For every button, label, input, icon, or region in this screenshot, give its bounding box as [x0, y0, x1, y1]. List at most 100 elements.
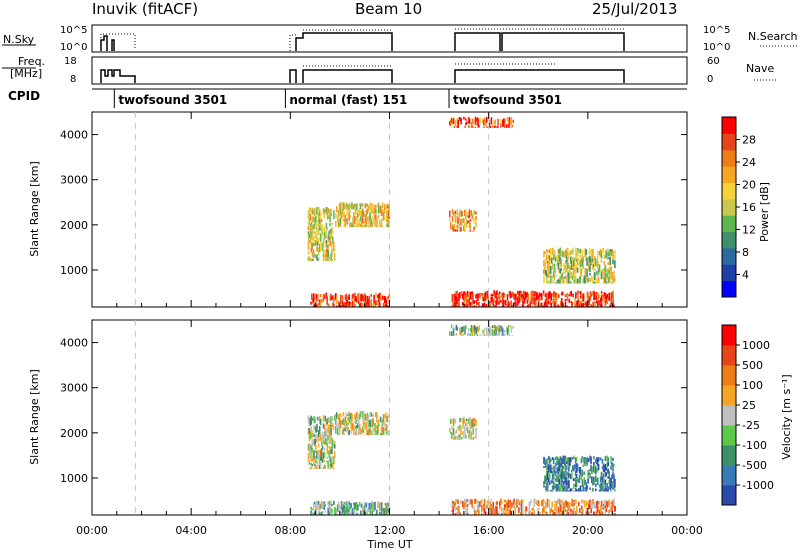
echo-cell	[342, 504, 345, 512]
echo-cell	[514, 293, 516, 301]
echo-cell	[332, 302, 334, 306]
echo-cell	[545, 486, 547, 491]
echo-cell	[600, 472, 603, 481]
echo-cell	[506, 327, 509, 336]
echo-cell	[327, 208, 329, 214]
echo-cell	[582, 264, 585, 269]
echo-cell	[350, 503, 352, 509]
echo-cell	[499, 325, 501, 333]
echo-cell	[380, 418, 383, 424]
echo-cell	[589, 264, 591, 272]
echo-cell	[329, 446, 331, 455]
echo-cell	[353, 506, 355, 513]
echo-cell	[463, 296, 466, 303]
echo-cell	[458, 301, 460, 307]
echo-cell	[489, 302, 492, 307]
echo-cell	[496, 506, 498, 514]
echo-cell	[451, 305, 454, 307]
echo-cell	[375, 292, 377, 298]
echo-cell	[318, 237, 320, 244]
echo-cell	[362, 429, 365, 433]
echo-cell	[492, 512, 494, 515]
echo-cell	[458, 434, 460, 438]
echo-cell	[594, 272, 596, 281]
nsky-trace-2	[295, 32, 393, 51]
echo-cell	[596, 295, 598, 301]
echo-cell	[555, 456, 558, 463]
echo-cell	[559, 504, 562, 512]
echo-cell	[585, 301, 588, 307]
echo-cell	[585, 500, 588, 507]
echo-cell	[586, 278, 588, 282]
echo-cell	[493, 304, 495, 307]
echo-cell	[328, 504, 330, 510]
echo-cell	[465, 122, 467, 126]
echo-cell	[345, 202, 348, 210]
echo-cell	[329, 216, 331, 223]
echo-cell	[565, 260, 567, 265]
echo-cell	[338, 425, 341, 433]
echo-cell	[466, 512, 469, 515]
echo-cell	[506, 502, 509, 510]
echo-cell	[458, 438, 460, 440]
echo-cell	[340, 210, 343, 220]
echo-cell	[486, 327, 488, 336]
echo-cell	[319, 221, 322, 228]
echo-cell	[584, 487, 586, 492]
echo-cell	[358, 431, 361, 434]
echo-cell	[574, 247, 577, 255]
echo-cell	[318, 211, 320, 220]
echo-cell	[571, 469, 573, 472]
echo-cell	[347, 215, 349, 220]
echo-cell	[463, 498, 466, 502]
echo-cell	[505, 326, 508, 333]
echo-cell	[311, 224, 313, 233]
echo-cell	[595, 502, 597, 509]
echo-cell	[601, 293, 604, 298]
echo-cell	[461, 437, 463, 440]
echo-cell	[321, 458, 324, 463]
echo-cell	[544, 293, 547, 298]
echo-cell	[552, 481, 555, 490]
echo-cell	[546, 459, 548, 464]
freq-trace-3	[454, 69, 625, 83]
echo-cell	[578, 475, 581, 484]
echo-cell	[601, 477, 604, 484]
echo-cell	[597, 506, 599, 513]
echo-cell	[565, 456, 567, 465]
echo-cell	[329, 223, 331, 227]
echo-cell	[598, 294, 600, 299]
echo-cell	[601, 483, 604, 491]
echo-cell	[521, 505, 524, 515]
echo-cell	[373, 505, 375, 513]
echo-cell	[554, 504, 556, 511]
echo-cell	[385, 416, 388, 423]
echo-cell	[318, 503, 321, 506]
echo-cell	[610, 292, 612, 298]
echo-cell	[312, 236, 314, 243]
echo-cell	[325, 428, 328, 438]
echo-cell	[356, 223, 358, 227]
echo-cell	[592, 248, 594, 258]
echo-cell	[561, 281, 563, 284]
echo-cell	[554, 269, 557, 273]
echo-cell	[310, 506, 312, 510]
echo-cell	[349, 204, 351, 209]
echo-cell	[335, 221, 337, 228]
echo-cell	[341, 209, 344, 218]
echo-cell	[468, 501, 471, 505]
echo-cell	[592, 301, 594, 307]
echo-cell	[574, 275, 577, 283]
echo-cell	[328, 425, 330, 430]
echo-cell	[607, 267, 609, 274]
echo-cell	[583, 477, 586, 486]
echo-cell	[470, 122, 473, 128]
echo-cell	[593, 476, 595, 482]
echo-cell	[501, 332, 503, 336]
echo-cell	[553, 303, 555, 307]
echo-cell	[453, 431, 456, 437]
echo-cell	[549, 465, 551, 471]
x-axis-label: Time UT	[366, 538, 412, 551]
echo-cell	[552, 458, 555, 465]
echo-cell	[327, 303, 329, 306]
